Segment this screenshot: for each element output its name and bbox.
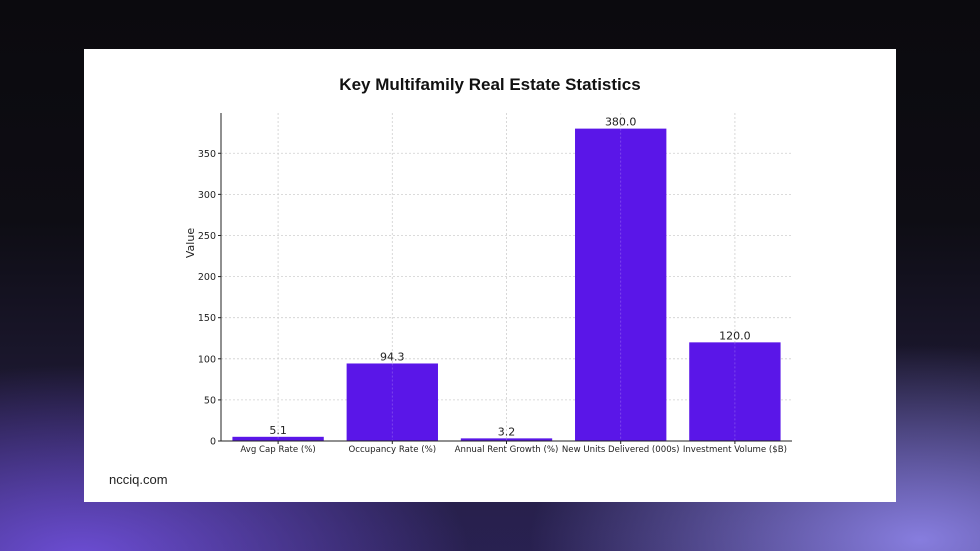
y-tick-label: 0 (210, 437, 216, 448)
x-tick-label: Avg Cap Rate (%) (240, 445, 315, 455)
x-tick-label: Annual Rent Growth (%) (455, 445, 559, 455)
bar (575, 128, 667, 441)
data-labels: 5.1 94.3 3.2 380.0 120.0 (269, 116, 750, 439)
bars (232, 128, 781, 441)
data-label: 3.2 (498, 425, 516, 438)
y-tick-label: 350 (198, 149, 216, 160)
x-axis-ticks: Avg Cap Rate (%) Occupancy Rate (%) Annual… (240, 441, 787, 455)
bar (232, 436, 324, 441)
x-tick-label: Occupancy Rate (%) (348, 445, 436, 455)
y-tick-label: 50 (204, 395, 216, 406)
data-label: 120.0 (719, 329, 751, 342)
bar-chart: 5.1 94.3 3.2 380.0 120.0 0 50 100 150 200 250 300 3… (184, 113, 792, 455)
y-tick-label: 200 (198, 272, 216, 283)
data-label: 380.0 (605, 116, 637, 129)
site-watermark: ncciq.com (109, 472, 168, 487)
bar (689, 342, 781, 441)
data-label: 94.3 (380, 350, 405, 363)
bar (346, 363, 438, 441)
chart-title: Key Multifamily Real Estate Statistics (339, 75, 641, 94)
y-tick-label: 100 (198, 354, 216, 365)
y-tick-label: 250 (198, 231, 216, 242)
x-tick-label: Investment Volume ($B) (683, 445, 787, 455)
y-tick-label: 300 (198, 190, 216, 201)
chart-card: Key Multifamily Real Estate Statistics 5… (84, 49, 896, 502)
x-tick-label: New Units Delivered (000s) (562, 445, 680, 455)
bar (460, 438, 553, 441)
y-axis-ticks: 0 50 100 150 200 250 300 350 (198, 149, 221, 448)
y-tick-label: 150 (198, 313, 216, 324)
y-axis-label: Value (184, 228, 197, 258)
data-label: 5.1 (269, 424, 287, 437)
